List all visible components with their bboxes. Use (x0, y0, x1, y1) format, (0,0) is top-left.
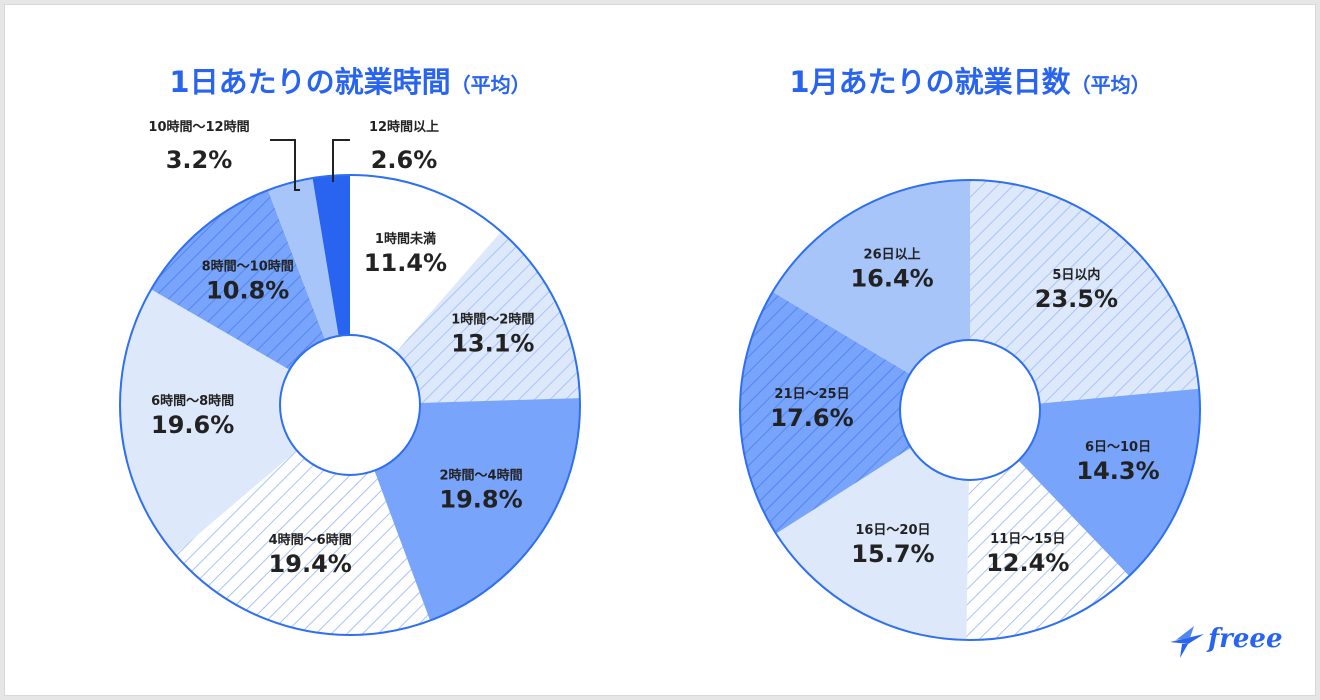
slice-category-label: 21日〜25日 (774, 387, 849, 402)
slice-category-label: 1時間未満 (375, 231, 436, 247)
slice-category-label: 10時間〜12時間 (148, 119, 249, 135)
slice-category-label: 1時間〜2時間 (451, 311, 534, 327)
chart-title-text: 1日あたりの就業時間 (169, 65, 451, 99)
slice-value-label: 19.4% (269, 550, 352, 578)
donut-outline (119, 174, 581, 636)
slice-value-label: 10.8% (206, 277, 289, 305)
slice-category-label: 4時間〜6時間 (269, 532, 352, 548)
donut-chart-monthly-days: 5日以内 23.5% 6日〜10日 14.3% 11日〜15日 12.4% 16日〜20日 1… (739, 179, 1201, 641)
donut-slice (151, 190, 350, 405)
slice-category-label: 5日以内 (1052, 267, 1100, 283)
slice-value-label: 14.3% (1076, 457, 1159, 485)
slice-value-label: 23.5% (1035, 285, 1118, 313)
slice-category-label: 6時間〜8時間 (151, 393, 234, 409)
slice-category-label: 16日〜20日 (855, 523, 930, 538)
freee-logo: freee (1168, 620, 1298, 670)
donut-slice (970, 180, 1200, 410)
chart-title-suffix: （平均） (1070, 73, 1151, 97)
slice-value-label: 19.8% (439, 485, 522, 513)
donut-slice (119, 289, 351, 555)
donut-slice (350, 231, 580, 405)
logo-text: freee (1208, 624, 1283, 654)
slice-value-label: 3.2% (166, 146, 233, 174)
slice-value-label: 13.1% (451, 329, 534, 357)
chart-title-daily-hours: 1日あたりの就業時間（平均） (100, 60, 600, 104)
slice-category-label: 12時間以上 (369, 119, 439, 135)
slice-value-label: 12.4% (986, 549, 1069, 577)
donut-slice (350, 398, 580, 621)
slice-category-label: 26日以上 (864, 248, 921, 263)
slice-category-label: 11日〜15日 (990, 532, 1065, 547)
slice-value-label: 19.6% (151, 411, 234, 439)
slice-value-label: 16.4% (850, 265, 933, 293)
bird-icon (1170, 626, 1204, 658)
donut-slice (739, 291, 970, 534)
slice-value-label: 15.7% (851, 540, 934, 568)
callout-line (332, 139, 350, 182)
slice-value-label: 2.6% (371, 146, 438, 174)
donut-hole (279, 334, 421, 476)
slice-category-label: 2時間〜4時間 (439, 467, 522, 483)
slice-value-label: 11.4% (364, 249, 447, 277)
donut-outline (739, 179, 1201, 641)
donut-hole (899, 339, 1041, 481)
slice-category-label: 6日〜10日 (1085, 440, 1151, 455)
slice-value-label: 17.6% (770, 404, 853, 432)
slice-category-label: 8時間〜10時間 (202, 259, 294, 275)
donut-slice (776, 410, 970, 640)
donut-slice (772, 180, 970, 410)
chart-title-suffix: （平均） (450, 73, 531, 97)
callout-line (270, 139, 300, 191)
chart-title-monthly-days: 1月あたりの就業日数（平均） (720, 60, 1220, 104)
donut-chart-daily-hours: 1時間未満 11.4% 1時間〜2時間 13.1% 2時間〜4時間 19.8% 4時間〜6時… (119, 119, 581, 636)
chart-title-text: 1月あたりの就業日数 (789, 65, 1071, 99)
